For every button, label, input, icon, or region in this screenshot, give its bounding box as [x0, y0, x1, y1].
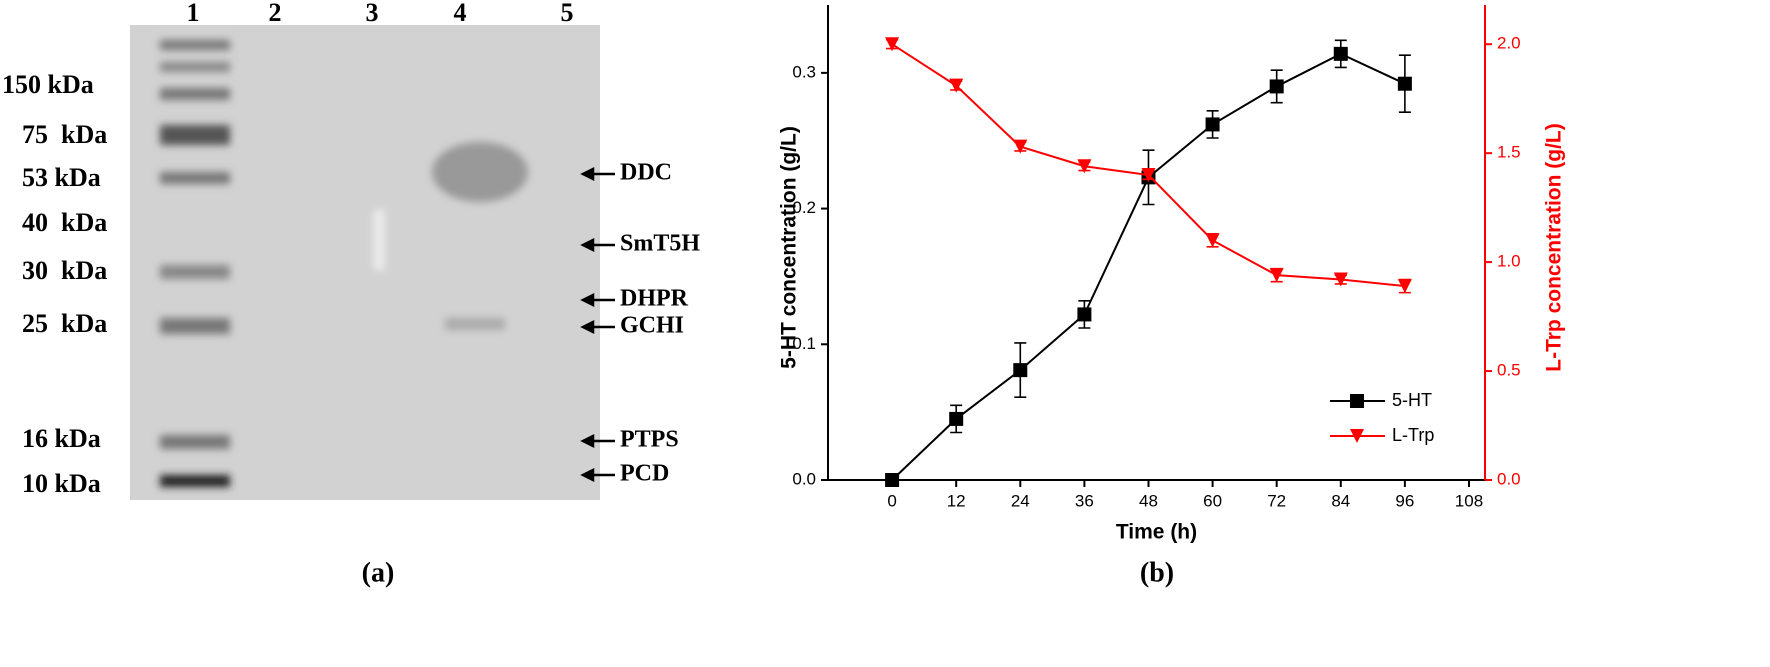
x-tick-label: 60 [1203, 491, 1222, 510]
marker-label: 25 kDa [22, 309, 107, 338]
x-tick-label: 96 [1395, 491, 1414, 510]
x-tick-label: 84 [1331, 491, 1350, 510]
marker [1077, 307, 1092, 322]
x-tick-label: 72 [1267, 491, 1286, 510]
marker-label: 150 kDa [2, 70, 94, 99]
y-tick-label: 0.1 [792, 334, 816, 353]
marker [1333, 272, 1348, 287]
marker [885, 473, 900, 487]
x-tick-label: 12 [947, 491, 966, 510]
marker [1205, 117, 1220, 132]
y-tick-label: 0.2 [792, 198, 816, 217]
legend-label: L-Trp [1392, 425, 1434, 445]
lane-label: 5 [561, 0, 574, 27]
band-label: PCD [620, 461, 669, 487]
marker [1350, 429, 1364, 443]
legend-label: 5-HT [1392, 390, 1432, 410]
x-axis-label: Time (h) [1116, 521, 1197, 544]
x-tick-label: 0 [887, 491, 896, 510]
y2-tick-label: 1.5 [1497, 143, 1521, 162]
marker [1205, 233, 1220, 248]
marker-label: 53 kDa [22, 163, 101, 192]
y2-tick-label: 0.5 [1497, 361, 1521, 380]
y-tick-label: 0.0 [792, 469, 816, 488]
marker [1350, 394, 1364, 408]
x-tick-label: 48 [1139, 491, 1158, 510]
x-tick-label: 24 [1011, 491, 1030, 510]
marker-label: 75 kDa [22, 120, 107, 149]
marker [1013, 139, 1028, 154]
y-axis-label: 5-HT concentration (g/L) [778, 126, 801, 369]
caption: (a) [362, 557, 395, 588]
x-tick-label: 108 [1455, 491, 1483, 510]
lane-label: 1 [187, 0, 200, 27]
marker [1141, 167, 1156, 182]
marker-label: 30 kDa [22, 256, 107, 285]
caption: (b) [1140, 557, 1174, 588]
marker [1397, 76, 1412, 91]
y2-tick-label: 2.0 [1497, 34, 1521, 53]
gel-image [130, 25, 600, 500]
band-label: DHPR [620, 286, 689, 312]
marker-label: 10 kDa [22, 469, 101, 498]
band-label: SmT5H [620, 231, 700, 257]
marker-label: 40 kDa [22, 208, 107, 237]
y2-axis-label: L-Trp concentration (g/L) [1543, 123, 1566, 371]
lane-label: 3 [366, 0, 379, 27]
marker [885, 37, 900, 52]
marker-label: 16 kDa [22, 424, 101, 453]
marker [1013, 363, 1028, 378]
marker [1269, 268, 1284, 283]
y2-tick-label: 0.0 [1497, 469, 1521, 488]
y-tick-label: 0.3 [792, 62, 816, 81]
marker [949, 78, 964, 93]
band-label: PTPS [620, 427, 679, 453]
y2-tick-label: 1.0 [1497, 252, 1521, 271]
line-chart: 0 12 24 36 48 60 72 84 96 108 0.0 0.1 0.2 0.3 0.0 0.5 1.… [778, 5, 1566, 588]
band-label: GCHI [620, 313, 684, 339]
marker [1269, 79, 1284, 94]
gel-bands [160, 40, 528, 487]
marker [949, 411, 964, 426]
lane-label: 2 [269, 0, 282, 27]
x-tick-label: 36 [1075, 491, 1094, 510]
series-line [891, 52, 1406, 481]
marker [1077, 159, 1092, 174]
lane-label: 4 [454, 0, 467, 27]
band-label: DDC [620, 160, 672, 186]
marker [1333, 46, 1348, 61]
marker [1397, 279, 1412, 294]
gel-panel: 1 2 3 4 5 150 kDa 75 kDa 53 kDa 40 kDa 3… [2, 0, 700, 588]
arrows [580, 166, 615, 483]
